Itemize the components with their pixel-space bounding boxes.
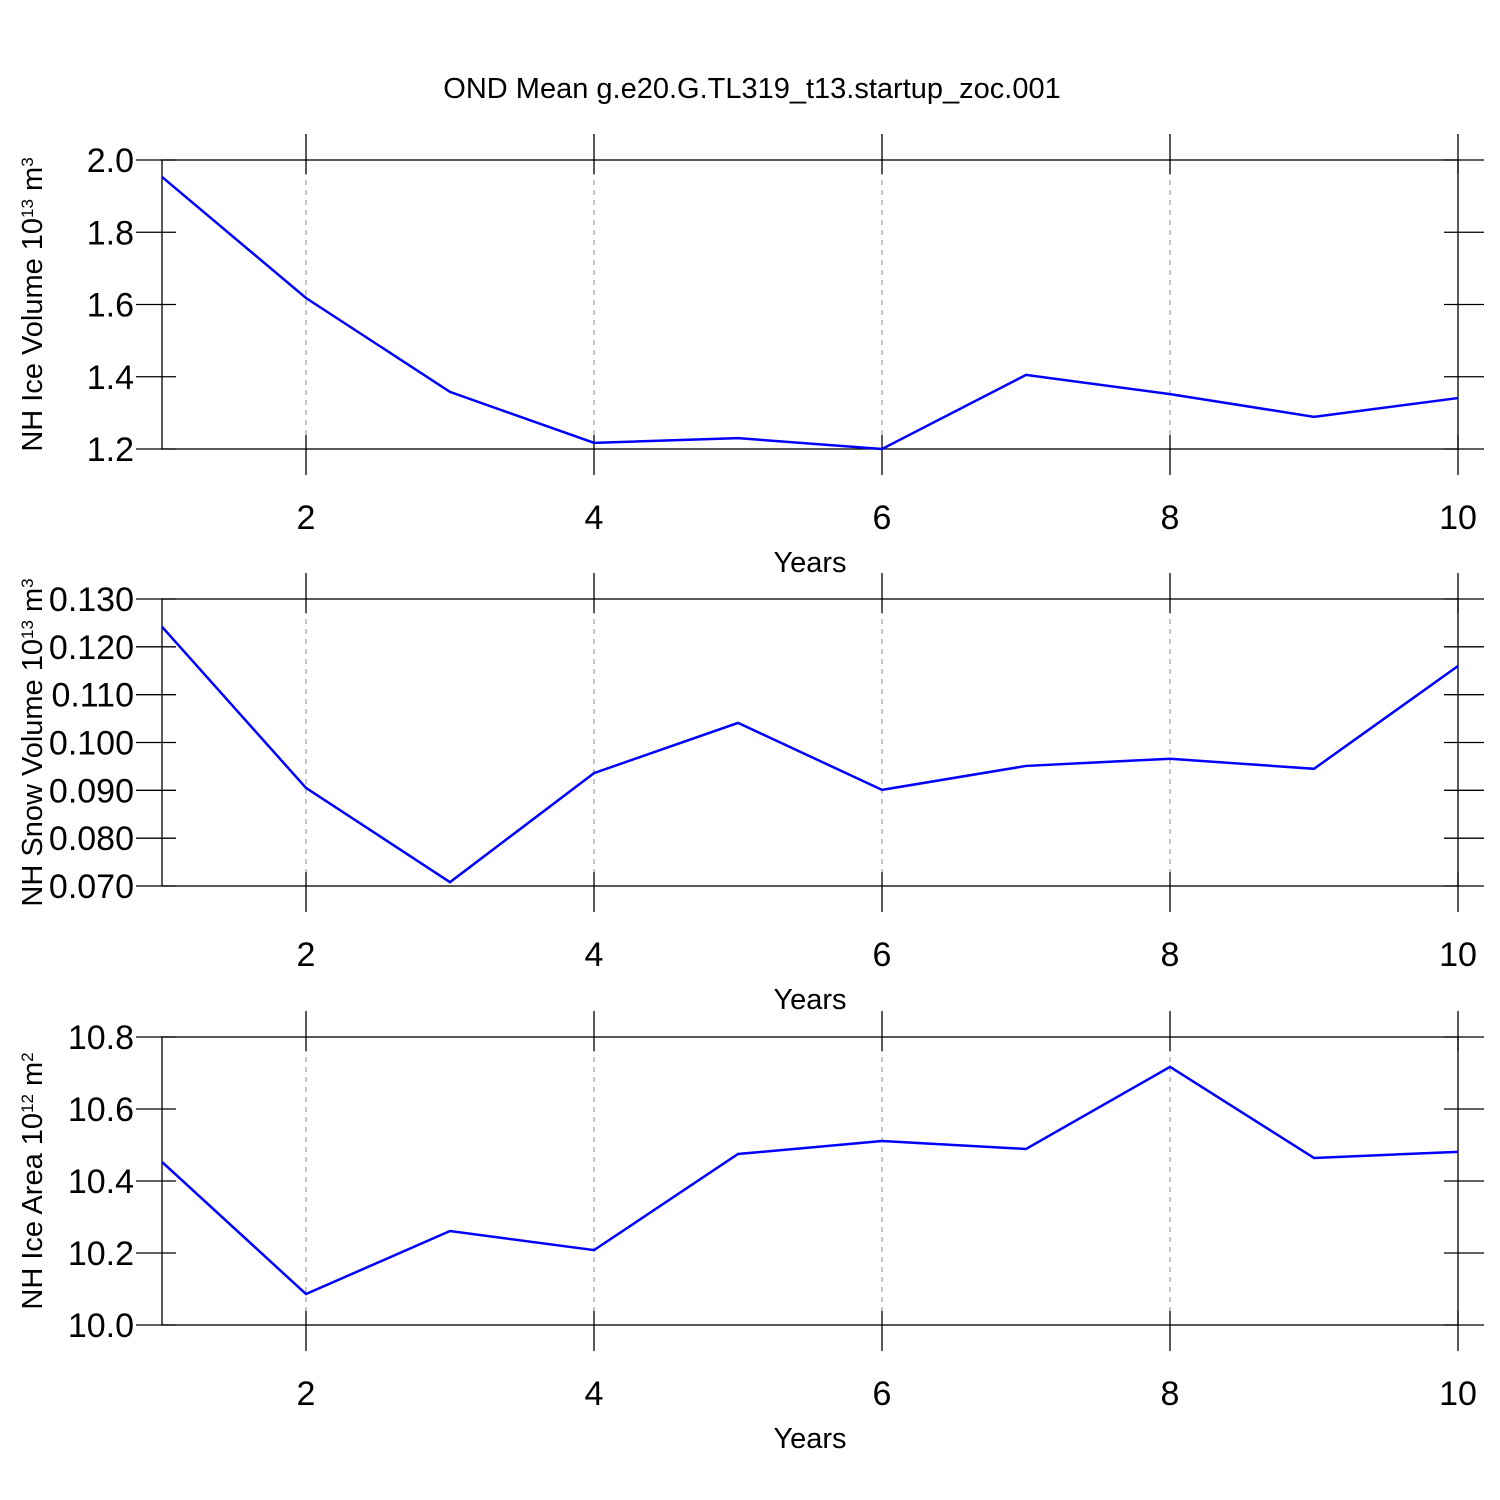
y-axis-label-exponent: 2 <box>18 1052 37 1061</box>
plot-frame <box>161 1036 1459 1326</box>
x-tick-label: 8 <box>1161 936 1180 974</box>
x-tick-label: 6 <box>873 499 892 537</box>
panel: 2 4 6 8 10 10.0 10.2 10.4 10.6 10.8 Years NH Ice Ar… <box>17 1011 1484 1455</box>
x-tick-label: 6 <box>873 1375 892 1413</box>
y-tick-label: 0.120 <box>49 629 134 667</box>
x-axis-label: Years <box>773 547 846 579</box>
x-tick-label: 10 <box>1439 1375 1477 1413</box>
y-tick-label: 2.0 <box>87 142 134 180</box>
x-tick-label: 4 <box>585 936 604 974</box>
y-tick-label: 10.0 <box>68 1307 134 1345</box>
y-axis-label: NH Snow Volume 1013 m3 <box>17 578 49 906</box>
y-tick-label: 1.2 <box>87 431 134 469</box>
x-tick-label: 2 <box>297 1375 316 1413</box>
x-tick-label: 4 <box>585 1375 604 1413</box>
x-axis-label: Years <box>773 1423 846 1455</box>
y-axis-label-part: m <box>17 1062 49 1094</box>
y-axis-label-part: m <box>17 588 49 620</box>
x-tick-label: 8 <box>1161 1375 1180 1413</box>
y-tick-label: 0.090 <box>49 772 134 810</box>
x-tick-label: 10 <box>1439 936 1477 974</box>
y-tick-label: 0.110 <box>51 677 134 715</box>
y-tick-label: 0.100 <box>49 725 134 763</box>
x-axis-label: Years <box>773 984 846 1016</box>
figure-title: OND Mean g.e20.G.TL319_t13.startup_zoc.0… <box>443 73 1060 105</box>
data-line <box>161 176 1459 451</box>
panel: 2 4 6 8 10 0.070 0.080 0.090 0.100 0.110 0.120 0.13… <box>17 573 1484 1016</box>
y-axis-label-exponent: 13 <box>18 620 37 639</box>
y-axis-label: NH Ice Volume 1013 m3 <box>17 157 49 451</box>
plot-frame <box>161 159 1459 450</box>
y-tick-label: 10.8 <box>68 1019 134 1057</box>
y-axis-label-exponent: 12 <box>18 1094 37 1113</box>
data-line <box>161 625 1459 884</box>
panel: 2 4 6 8 10 1.2 1.4 1.6 1.8 2.0 Years NH Ice Volume … <box>17 134 1484 579</box>
data-line <box>161 1065 1459 1296</box>
y-axis-label-exponent: 13 <box>18 199 37 218</box>
y-axis-label-exponent: 3 <box>18 157 37 166</box>
y-tick-label: 10.4 <box>68 1163 134 1201</box>
x-tick-label: 8 <box>1161 499 1180 537</box>
y-tick-label: 0.130 <box>49 581 134 619</box>
y-axis-label-part: NH Snow Volume 10 <box>17 639 49 907</box>
y-axis-label-exponent: 3 <box>18 578 37 587</box>
x-tick-label: 2 <box>297 936 316 974</box>
y-tick-label: 0.080 <box>49 820 134 858</box>
y-tick-label: 0.070 <box>49 868 134 906</box>
x-tick-label: 4 <box>585 499 604 537</box>
x-tick-label: 6 <box>873 936 892 974</box>
y-tick-label: 1.8 <box>87 214 134 252</box>
x-tick-label: 10 <box>1439 499 1477 537</box>
x-tick-label: 2 <box>297 499 316 537</box>
plot-frame <box>161 598 1459 887</box>
y-tick-label: 1.4 <box>87 359 134 397</box>
y-axis-label: NH Ice Area 1012 m2 <box>17 1052 49 1309</box>
y-tick-label: 10.6 <box>68 1091 134 1129</box>
y-tick-label: 10.2 <box>68 1235 134 1273</box>
y-axis-label-part: NH Ice Volume 10 <box>17 218 49 452</box>
y-axis-label-part: NH Ice Area 10 <box>17 1113 49 1310</box>
y-axis-label-part: m <box>17 167 49 199</box>
y-tick-label: 1.6 <box>87 287 134 325</box>
